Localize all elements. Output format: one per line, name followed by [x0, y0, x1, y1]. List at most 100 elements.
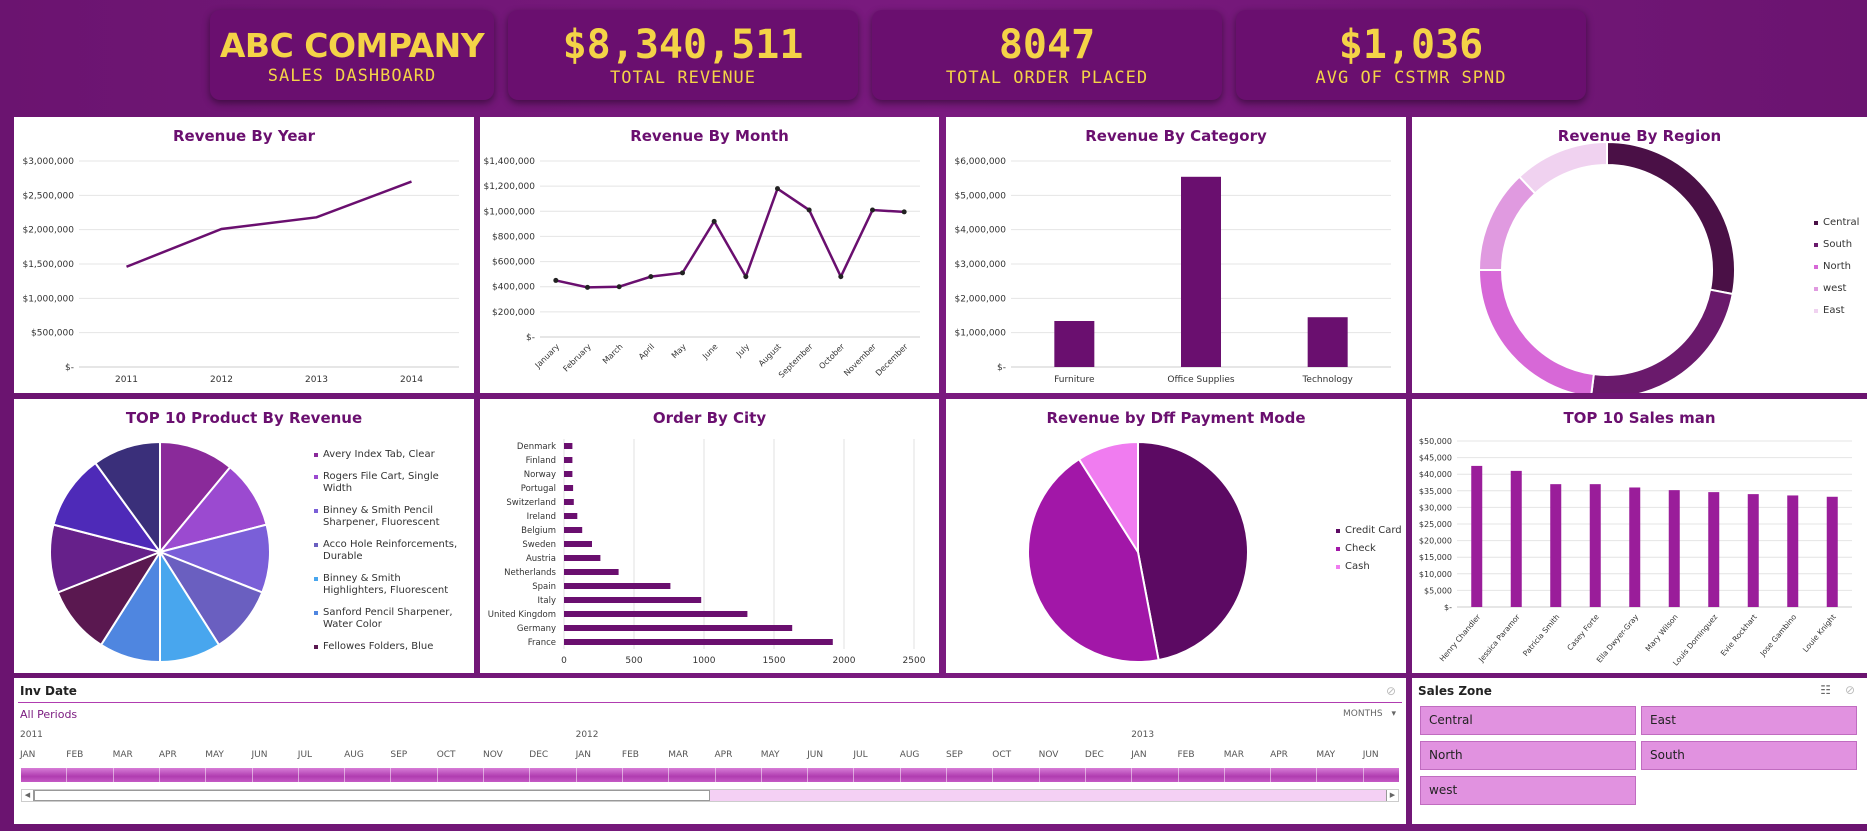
- timeline-month-label[interactable]: AUG: [344, 750, 364, 760]
- timeline-month-label[interactable]: FEB: [1177, 750, 1195, 760]
- timeline-month-label[interactable]: OCT: [992, 750, 1012, 760]
- timeline-month-label[interactable]: JUL: [297, 750, 313, 760]
- timeline-month-label[interactable]: DEC: [529, 750, 549, 760]
- category-ytick-label: $4,000,000: [954, 226, 1006, 236]
- total-orders-label: TOTAL ORDER PLACED: [945, 68, 1149, 88]
- city-xtick-label: 2000: [833, 656, 856, 666]
- region-slice: [1590, 288, 1734, 393]
- timeline-month-label[interactable]: MAR: [1223, 750, 1244, 760]
- salesman-bar: [1668, 490, 1680, 607]
- legend-swatch: [314, 645, 318, 649]
- category-ytick-label: $-: [997, 363, 1006, 373]
- scroll-left-icon[interactable]: ◀: [22, 790, 34, 801]
- region-slice: [1517, 140, 1608, 195]
- legend-label: North: [1823, 261, 1851, 272]
- city-ytick-label: Portugal: [521, 484, 556, 494]
- timeline-month-tick: [112, 768, 114, 782]
- category-bar: [1307, 317, 1348, 367]
- inv-date-timeline: Inv Date ⊘ All Periods MONTHS ▾ 2011 2012…: [14, 678, 1406, 824]
- sales-zone-item-east[interactable]: East: [1641, 706, 1857, 735]
- timeline-month-label[interactable]: MAY: [205, 750, 224, 760]
- timeline-month-label[interactable]: JAN: [20, 750, 36, 760]
- timeline-divider: [18, 702, 1402, 703]
- sales-zone-item-west[interactable]: west: [1420, 776, 1636, 805]
- clear-filter-icon[interactable]: ⊘: [1844, 683, 1855, 697]
- timeline-month-label[interactable]: OCT: [436, 750, 456, 760]
- timeline-month-label[interactable]: MAY: [1316, 750, 1336, 760]
- salesman-ytick-label: $45,000: [1419, 454, 1452, 463]
- city-ytick-label: France: [528, 638, 556, 648]
- timeline-month-label[interactable]: NOV: [483, 750, 503, 760]
- legend-swatch: [314, 543, 318, 547]
- city-bar: [564, 485, 574, 491]
- legend-label: Sanford Pencil Sharpener, Water Color: [323, 607, 453, 630]
- salesman-bar: [1747, 494, 1759, 607]
- kpi-company-card: ABC COMPANY SALES DASHBOARD: [210, 10, 494, 100]
- timeline-month-label[interactable]: JUL: [853, 750, 868, 760]
- city-xtick-label: 1000: [693, 656, 716, 666]
- salesman-xtick-label: Jose Gambino: [1758, 612, 1799, 658]
- salesman-xtick-label: Patricia Smith: [1521, 612, 1561, 658]
- timeline-month-label[interactable]: MAR: [668, 750, 689, 760]
- timeline-month-tick: [1131, 768, 1133, 782]
- city-bar: [564, 541, 592, 547]
- salesman-bar: [1708, 492, 1720, 607]
- timeline-month-label[interactable]: JUN: [807, 750, 824, 760]
- timeline-month-label[interactable]: FEB: [66, 750, 84, 760]
- product-slice: [52, 461, 163, 554]
- sales-zone-item-north[interactable]: North: [1420, 741, 1636, 770]
- timeline-month-label[interactable]: DEC: [1084, 750, 1104, 760]
- city-bar: [564, 569, 619, 575]
- legend-swatch: [1336, 565, 1340, 569]
- revenue-by-region-title: Revenue By Region: [1557, 127, 1722, 145]
- city-ytick-label: Belgium: [521, 526, 556, 536]
- timeline-month-label[interactable]: JAN: [575, 750, 591, 760]
- scroll-thumb[interactable]: [34, 790, 710, 801]
- top-salesman-chart: $- $5,000 $10,000 $15,000 $20,000 $25,000 $30,…: [1419, 437, 1852, 668]
- month-ytick-label: $1,000,000: [483, 207, 535, 217]
- top-salesman-title: TOP 10 Sales man: [1563, 409, 1716, 427]
- region-legend: Central South North west East: [1814, 217, 1859, 327]
- timeline-month-label[interactable]: SEP: [390, 750, 408, 760]
- timeline-month-label[interactable]: JAN: [1131, 750, 1147, 760]
- month-data-point: [553, 277, 559, 283]
- legend-item: Binney & Smith Pencil Sharpener, Fluores…: [314, 505, 464, 529]
- city-bar: [564, 555, 601, 561]
- timeline-level-select[interactable]: MONTHS ▾: [1343, 709, 1396, 719]
- timeline-month-label[interactable]: APR: [1270, 750, 1288, 760]
- top-products-panel: TOP 10 Product By Revenue Avery Index Ta…: [14, 399, 474, 673]
- legend-item: East: [1814, 305, 1859, 317]
- scroll-right-icon[interactable]: ▶: [1386, 790, 1398, 801]
- timeline-month-label[interactable]: NOV: [1038, 750, 1059, 760]
- timeline-month-label[interactable]: FEB: [621, 750, 639, 760]
- timeline-month-label[interactable]: JUN: [1362, 750, 1379, 760]
- revenue-by-month-panel: Revenue By Month $- $200,000 $400,000 $600,…: [480, 117, 939, 393]
- timeline-month-tick: [760, 768, 762, 782]
- timeline-year-label: 2013: [1131, 730, 1155, 740]
- dashboard-subtitle: SALES DASHBOARD: [267, 66, 437, 86]
- year-ytick-label: $3,000,000: [22, 157, 74, 167]
- clear-filter-icon[interactable]: ⊘: [1385, 684, 1396, 698]
- salesman-xtick-label: Henry Chandler: [1438, 612, 1483, 664]
- timeline-month-label[interactable]: MAR: [112, 750, 133, 760]
- sales-zone-item-central[interactable]: Central: [1420, 706, 1636, 735]
- timeline-month-tick: [1084, 768, 1086, 782]
- timeline-month-label[interactable]: APR: [158, 750, 177, 760]
- salesman-bar: [1471, 465, 1483, 607]
- timeline-month-label[interactable]: JUN: [251, 750, 268, 760]
- timeline-scrollbar[interactable]: ◀ ▶: [21, 789, 1399, 802]
- month-ytick-label: $600,000: [492, 258, 535, 268]
- timeline-month-label[interactable]: AUG: [899, 750, 920, 760]
- revenue-by-category-title: Revenue By Category: [1085, 127, 1267, 145]
- timeline-month-label[interactable]: APR: [714, 750, 733, 760]
- timeline-range-bar[interactable]: [21, 768, 1399, 782]
- city-xtick-label: 0: [561, 656, 567, 666]
- month-xtick-label: September: [777, 342, 815, 380]
- salesman-xtick-label: Casey Forte: [1565, 612, 1601, 652]
- product-slice: [159, 440, 232, 555]
- multi-select-icon[interactable]: ☷: [1820, 683, 1831, 697]
- sales-zone-item-south[interactable]: South: [1641, 741, 1857, 770]
- payment-mode-panel: Revenue by Dff Payment Mode Credit Card C…: [946, 399, 1406, 673]
- timeline-month-label[interactable]: MAY: [760, 750, 780, 760]
- timeline-month-label[interactable]: SEP: [946, 750, 963, 760]
